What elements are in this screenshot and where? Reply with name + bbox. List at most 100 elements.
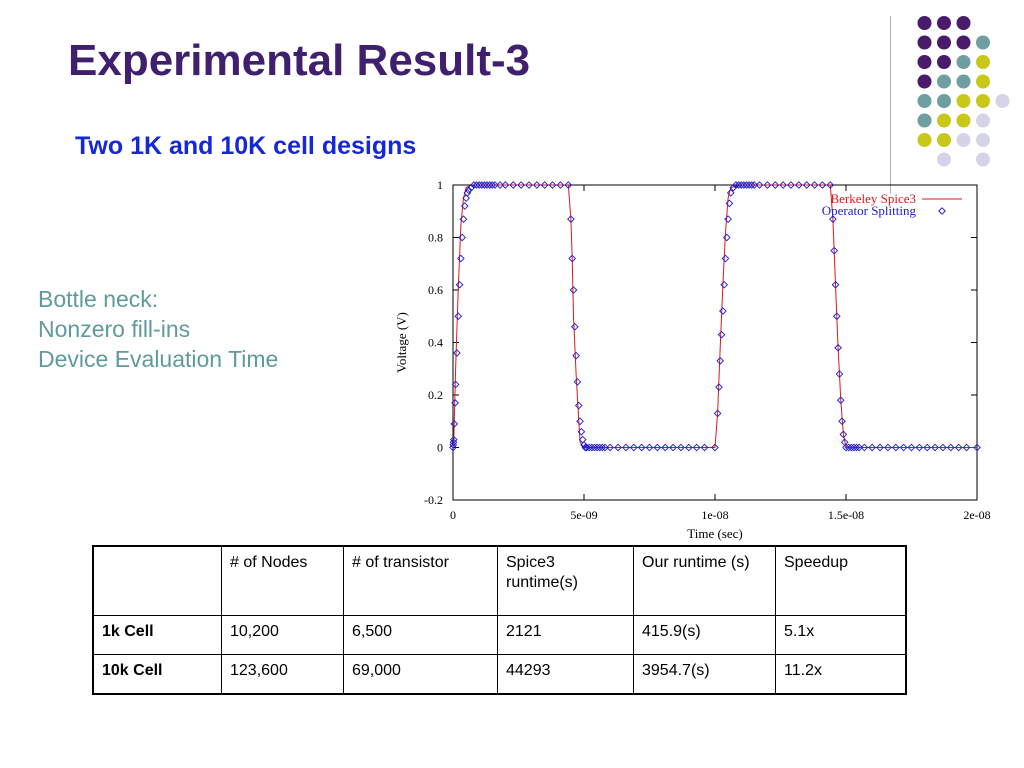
data-point — [802, 181, 811, 189]
data-point — [742, 181, 751, 189]
decor-dot — [956, 35, 971, 50]
data-point — [720, 280, 729, 289]
data-point — [715, 383, 723, 391]
table-cell: 10,200 — [221, 615, 344, 655]
data-point — [868, 443, 877, 452]
decor-dot — [956, 16, 971, 30]
data-point — [931, 443, 939, 452]
table-cell: 11.2x — [775, 654, 907, 695]
note-item: Nonzero fill-ins — [38, 316, 191, 342]
x-axis-label: Time (sec) — [687, 526, 743, 541]
data-point — [725, 199, 734, 208]
decor-dot — [976, 55, 990, 69]
data-point — [455, 280, 464, 289]
data-point — [684, 443, 693, 452]
data-point — [601, 443, 609, 452]
data-point — [745, 181, 753, 189]
y-tick-label: 0.2 — [428, 388, 443, 402]
table-header-row: # of Nodes # of transistor Spice3 runtim… — [92, 545, 907, 616]
decor-dot — [956, 94, 971, 108]
data-point — [457, 254, 465, 263]
data-point — [637, 443, 646, 452]
decor-dot — [976, 94, 990, 108]
series-line-spice3 — [452, 184, 977, 448]
data-point — [829, 215, 837, 223]
data-point — [719, 307, 727, 315]
data-point — [852, 443, 861, 452]
data-point — [459, 215, 468, 223]
x-tick-label: 5e-09 — [570, 508, 597, 522]
decor-dot — [976, 152, 990, 167]
data-point — [711, 443, 719, 452]
data-point — [763, 181, 772, 189]
data-point — [729, 183, 738, 192]
decor-divider-line — [890, 16, 891, 194]
table-cell: 3954.7(s) — [633, 654, 776, 695]
data-point — [567, 215, 575, 223]
data-point — [826, 181, 835, 189]
table-row-label: 1k Cell — [92, 615, 222, 655]
data-point — [835, 370, 844, 378]
data-point — [454, 312, 463, 321]
decor-dot — [917, 55, 932, 69]
legend-label: Berkeley Spice3 — [830, 191, 916, 206]
data-point — [855, 443, 863, 452]
series-markers-operator-splitting — [449, 181, 981, 452]
table-header-cell: # of Nodes — [221, 545, 344, 616]
x-tick-label: 2e-08 — [963, 508, 990, 522]
data-point — [533, 181, 541, 189]
decor-dot — [917, 113, 932, 128]
decor-dot — [995, 94, 1010, 108]
decor-dot — [937, 74, 951, 89]
data-point — [475, 181, 484, 189]
table-row: 10k Cell 123,600 69,000 44293 3954.7(s) … — [92, 654, 907, 695]
table-header-cell: Speedup — [775, 545, 907, 616]
data-point — [501, 181, 510, 189]
decor-dot — [917, 35, 932, 50]
data-point — [480, 181, 489, 189]
data-point — [721, 254, 730, 263]
decor-dot — [937, 55, 951, 69]
data-point — [860, 443, 869, 452]
data-point — [669, 443, 677, 452]
data-point — [891, 443, 900, 452]
data-point — [517, 181, 525, 189]
table-row-label: 10k Cell — [92, 654, 222, 695]
y-tick-label: 1 — [437, 178, 443, 192]
table-header-cell — [92, 545, 222, 616]
data-point — [661, 443, 670, 452]
decor-dot — [976, 35, 990, 50]
data-point — [590, 443, 599, 452]
data-point — [568, 254, 577, 263]
data-point — [451, 399, 459, 407]
data-point — [582, 443, 591, 452]
decor-dot — [976, 133, 990, 147]
data-point — [884, 443, 892, 452]
data-point — [962, 443, 971, 452]
decor-dot — [956, 55, 971, 69]
data-point — [595, 443, 604, 452]
data-point — [844, 443, 853, 452]
data-point — [525, 181, 533, 189]
data-point — [653, 443, 662, 452]
data-point — [923, 443, 932, 452]
data-point — [755, 181, 764, 189]
data-point — [839, 430, 848, 439]
table-cell: 5.1x — [775, 615, 907, 655]
decor-dot — [937, 94, 951, 108]
data-point — [569, 286, 578, 294]
decor-dot — [937, 133, 951, 147]
data-point — [847, 443, 856, 452]
data-point — [818, 181, 827, 189]
decor-dot — [937, 35, 951, 50]
data-point — [899, 443, 908, 452]
data-point — [850, 443, 858, 452]
data-point — [716, 357, 725, 365]
data-point — [832, 312, 841, 321]
data-point — [477, 181, 486, 189]
decor-dot — [937, 16, 951, 30]
data-point — [645, 443, 654, 452]
data-point — [488, 181, 497, 189]
data-point — [491, 181, 499, 189]
table-cell: 69,000 — [343, 654, 498, 695]
